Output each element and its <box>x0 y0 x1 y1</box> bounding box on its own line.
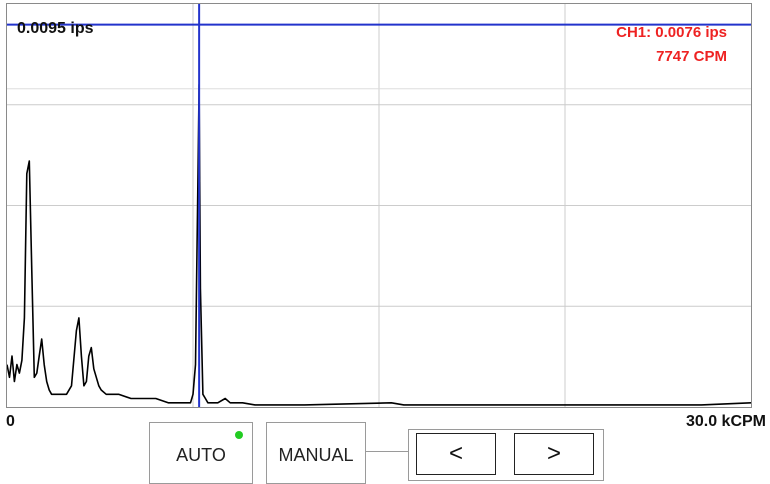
auto-button-label: AUTO <box>176 444 226 465</box>
x-axis-min-label: 0 <box>6 413 15 430</box>
next-arrow-icon: > <box>546 440 561 467</box>
manual-button[interactable]: MANUAL <box>266 422 366 484</box>
spectrum-plot[interactable]: 0.0095 ips CH1: 0.0076 ips 7747 CPM <box>6 3 752 408</box>
cursor-next-button[interactable]: > <box>514 433 594 475</box>
manual-button-label: MANUAL <box>278 444 354 465</box>
y-scale-max-label: 0.0095 ips <box>17 20 94 37</box>
spectrum-trace <box>7 83 751 406</box>
manual-connector-line <box>366 451 408 452</box>
prev-arrow-icon: < <box>448 440 463 467</box>
auto-button[interactable]: AUTO <box>149 422 253 484</box>
cursor-amplitude-readout: CH1: 0.0076 ips <box>616 24 727 41</box>
cursor-frequency-readout: 7747 CPM <box>656 48 727 65</box>
cursor-prev-button[interactable]: < <box>416 433 496 475</box>
x-axis-max-label: 30.0 kCPM <box>685 413 766 430</box>
spectrum-svg <box>7 4 751 407</box>
auto-active-indicator <box>235 431 243 439</box>
